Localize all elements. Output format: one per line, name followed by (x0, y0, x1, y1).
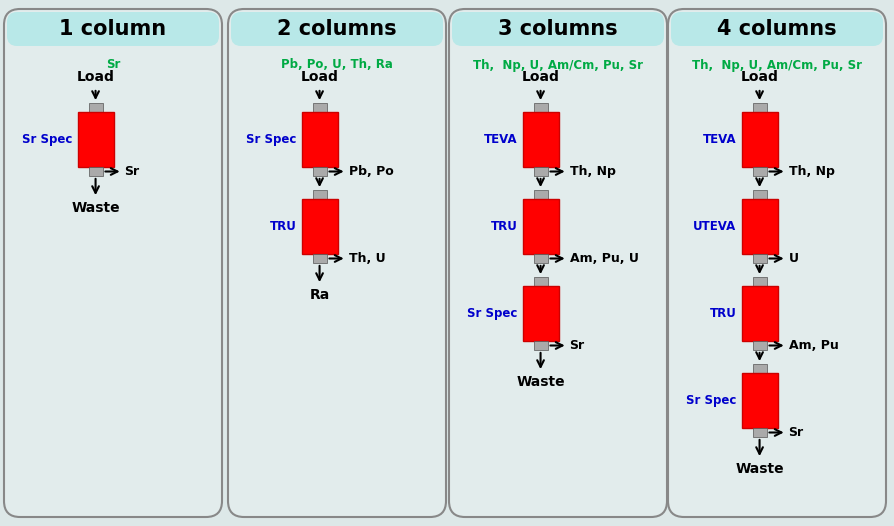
Text: Ra: Ra (309, 288, 330, 302)
Text: Am, Pu, U: Am, Pu, U (569, 252, 638, 265)
Bar (534, 341, 547, 350)
Bar (753, 341, 766, 350)
Text: Sr: Sr (789, 426, 804, 439)
Text: Load: Load (740, 70, 779, 84)
Text: TRU: TRU (491, 220, 518, 233)
Text: Waste: Waste (516, 375, 565, 389)
Bar (523, 286, 559, 341)
Bar (523, 112, 559, 167)
Bar (89, 167, 103, 176)
Bar (301, 199, 338, 254)
FancyBboxPatch shape (231, 12, 443, 46)
Text: Pb, Po, U, Th, Ra: Pb, Po, U, Th, Ra (281, 58, 393, 72)
Text: 1 column: 1 column (59, 19, 166, 39)
Text: UTEVA: UTEVA (694, 220, 737, 233)
Bar (313, 103, 326, 112)
Text: Sr Spec: Sr Spec (468, 307, 518, 320)
Text: Th, U: Th, U (349, 252, 385, 265)
Bar (753, 277, 766, 286)
Text: Waste: Waste (735, 462, 784, 476)
Text: TRU: TRU (710, 307, 737, 320)
Bar (741, 286, 778, 341)
FancyBboxPatch shape (449, 9, 667, 517)
Text: Load: Load (300, 70, 339, 84)
Bar (534, 277, 547, 286)
Bar (741, 199, 778, 254)
Text: 2 columns: 2 columns (277, 19, 397, 39)
Text: Sr Spec: Sr Spec (246, 133, 297, 146)
Bar (534, 103, 547, 112)
Bar (753, 254, 766, 263)
FancyBboxPatch shape (452, 12, 664, 46)
Bar (301, 112, 338, 167)
Text: TRU: TRU (270, 220, 297, 233)
Bar (741, 112, 778, 167)
Text: Th,  Np, U, Am/Cm, Pu, Sr: Th, Np, U, Am/Cm, Pu, Sr (473, 58, 643, 72)
Text: Sr Spec: Sr Spec (22, 133, 72, 146)
Bar (78, 112, 114, 167)
Text: Am, Pu: Am, Pu (789, 339, 839, 352)
Text: Th,  Np, U, Am/Cm, Pu, Sr: Th, Np, U, Am/Cm, Pu, Sr (692, 58, 862, 72)
Text: U: U (789, 252, 798, 265)
Text: Th, Np: Th, Np (789, 165, 834, 178)
Text: Sr: Sr (105, 58, 120, 72)
Bar (313, 167, 326, 176)
Text: Pb, Po: Pb, Po (349, 165, 393, 178)
Text: Sr: Sr (569, 339, 585, 352)
Bar (753, 190, 766, 199)
Bar (753, 428, 766, 437)
Bar (753, 364, 766, 373)
Text: Load: Load (77, 70, 114, 84)
Bar (534, 167, 547, 176)
FancyBboxPatch shape (671, 12, 883, 46)
Text: Th, Np: Th, Np (569, 165, 615, 178)
Bar (753, 103, 766, 112)
Text: 4 columns: 4 columns (717, 19, 837, 39)
Text: TEVA: TEVA (703, 133, 737, 146)
Text: 3 columns: 3 columns (498, 19, 618, 39)
Text: Waste: Waste (72, 201, 120, 215)
Text: Sr Spec: Sr Spec (687, 394, 737, 407)
FancyBboxPatch shape (228, 9, 446, 517)
FancyBboxPatch shape (4, 9, 222, 517)
Bar (313, 190, 326, 199)
Bar (741, 373, 778, 428)
Bar (534, 254, 547, 263)
Bar (523, 199, 559, 254)
Bar (534, 190, 547, 199)
Text: Sr: Sr (124, 165, 139, 178)
FancyBboxPatch shape (668, 9, 886, 517)
FancyBboxPatch shape (7, 12, 219, 46)
Bar (89, 103, 103, 112)
Bar (753, 167, 766, 176)
Text: TEVA: TEVA (484, 133, 518, 146)
Text: Load: Load (521, 70, 560, 84)
Bar (313, 254, 326, 263)
